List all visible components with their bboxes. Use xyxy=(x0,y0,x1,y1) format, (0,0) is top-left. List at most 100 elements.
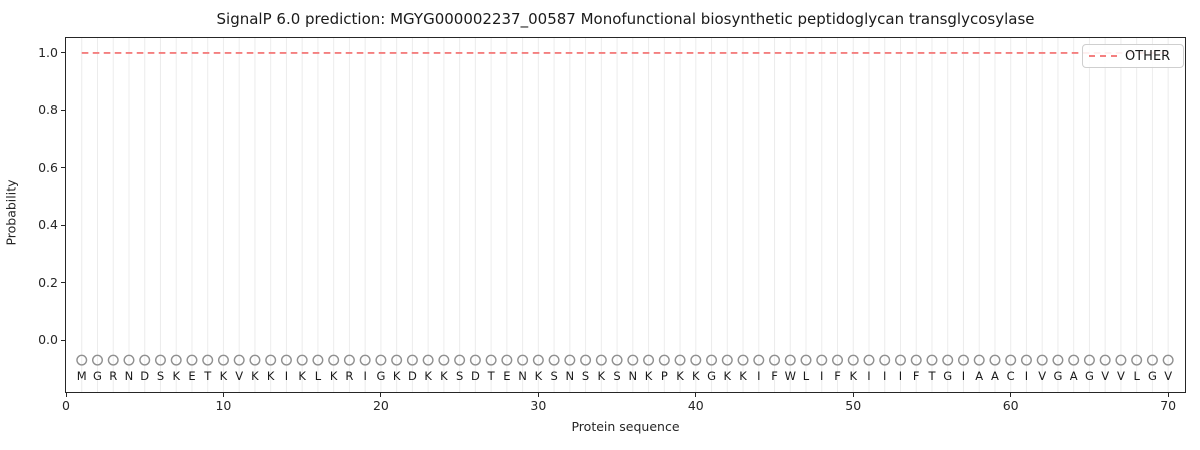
residue-letter: V xyxy=(235,369,243,383)
residue-marker-circle xyxy=(1005,354,1017,366)
residue-letter: R xyxy=(109,369,117,383)
residue-letter: W xyxy=(785,369,796,383)
y-tick-mark xyxy=(61,167,65,169)
residue-marker-circle xyxy=(721,354,733,366)
legend-dashed-line-icon xyxy=(1089,55,1117,57)
x-tick-label: 0 xyxy=(62,398,70,413)
residue-letter: F xyxy=(913,369,920,383)
residue-letter: T xyxy=(487,369,496,383)
residue-marker-circle xyxy=(816,354,828,366)
residue-letter: I xyxy=(899,369,902,383)
residue-marker-circle xyxy=(170,354,182,366)
residue-marker-circle xyxy=(265,354,277,366)
residue-marker-circle xyxy=(910,354,922,366)
residue-marker-circle xyxy=(233,354,245,366)
residue-letter: L xyxy=(315,369,322,383)
residue-marker-circle xyxy=(611,354,623,366)
residue-marker-circle xyxy=(1083,354,1095,366)
x-tick-mark xyxy=(695,393,697,397)
residue-marker-circle xyxy=(375,354,387,366)
residue-marker-circle xyxy=(753,354,765,366)
residue-marker-circle xyxy=(942,354,954,366)
x-tick-label: 60 xyxy=(1002,398,1019,413)
y-tick-mark xyxy=(61,282,65,284)
residue-marker-circle xyxy=(548,354,560,366)
residue-marker-circle xyxy=(879,354,891,366)
y-tick-mark xyxy=(61,52,65,54)
y-tick-label: 0.4 xyxy=(38,217,58,233)
residue-letter: I xyxy=(1025,369,1028,383)
residue-letter: K xyxy=(692,369,700,383)
residue-letter: I xyxy=(867,369,870,383)
residue-marker-circle xyxy=(202,354,214,366)
residue-letter: K xyxy=(676,369,684,383)
residue-marker-circle xyxy=(1036,354,1048,366)
residue-letter: G xyxy=(1085,369,1094,383)
residue-letter: K xyxy=(424,369,432,383)
residue-letter: I xyxy=(757,369,760,383)
residue-letter: I xyxy=(883,369,886,383)
residue-marker-circle xyxy=(643,354,655,366)
residue-marker-circle xyxy=(107,354,119,366)
residue-letter: V xyxy=(1117,369,1125,383)
residue-letter: F xyxy=(834,369,841,383)
x-tick-mark xyxy=(222,393,224,397)
y-tick-label: 0.0 xyxy=(38,332,58,348)
residue-letter: D xyxy=(471,369,480,383)
residue-letter: L xyxy=(1133,369,1140,383)
residue-marker-circle xyxy=(863,354,875,366)
residue-letter: G xyxy=(1053,369,1062,383)
chart-title: SignalP 6.0 prediction: MGYG000002237_00… xyxy=(216,10,1035,28)
residue-marker-circle xyxy=(454,354,466,366)
x-tick-label: 50 xyxy=(845,398,862,413)
residue-letter: N xyxy=(566,369,575,383)
residue-marker-circle xyxy=(1052,354,1064,366)
residue-letter: A xyxy=(1070,369,1078,383)
residue-letter: K xyxy=(739,369,747,383)
residue-letter: S xyxy=(456,369,463,383)
residue-marker-circle xyxy=(1162,354,1174,366)
x-tick-label: 10 xyxy=(215,398,232,413)
residue-marker-circle xyxy=(422,354,434,366)
residue-letter: L xyxy=(803,369,810,383)
residue-letter: K xyxy=(220,369,228,383)
residue-marker-circle xyxy=(832,354,844,366)
y-tick-mark xyxy=(61,224,65,226)
x-tick-label: 40 xyxy=(687,398,704,413)
x-axis-label: Protein sequence xyxy=(571,419,680,434)
residue-letter: S xyxy=(157,369,164,383)
residue-letter: S xyxy=(613,369,620,383)
residue-letter: P xyxy=(661,369,668,383)
residue-marker-circle xyxy=(249,354,261,366)
residue-letter: C xyxy=(1007,369,1015,383)
residue-marker-circle xyxy=(1146,354,1158,366)
residue-letter: A xyxy=(991,369,999,383)
residue-marker-circle xyxy=(973,354,985,366)
residue-marker-circle xyxy=(690,354,702,366)
x-tick-label: 20 xyxy=(372,398,389,413)
residue-marker-circle xyxy=(328,354,340,366)
residue-marker-circle xyxy=(784,354,796,366)
residue-letter: T xyxy=(927,369,936,383)
residue-marker-circle xyxy=(800,354,812,366)
x-tick-mark xyxy=(537,393,539,397)
residue-letter: M xyxy=(77,369,87,383)
residue-marker-circle xyxy=(627,354,639,366)
residue-marker-circle xyxy=(658,354,670,366)
residue-marker-circle xyxy=(123,354,135,366)
residue-marker-circle xyxy=(280,354,292,366)
x-tick-mark xyxy=(65,393,67,397)
residue-letter: G xyxy=(707,369,716,383)
residue-marker-circle xyxy=(501,354,513,366)
residue-marker-circle xyxy=(926,354,938,366)
residue-marker-circle xyxy=(296,354,308,366)
residue-letter: G xyxy=(1148,369,1157,383)
residue-marker-circle xyxy=(343,354,355,366)
residue-letter: S xyxy=(582,369,589,383)
residue-marker-circle xyxy=(469,354,481,366)
residue-marker-circle xyxy=(485,354,497,366)
residue-marker-circle xyxy=(1068,354,1080,366)
